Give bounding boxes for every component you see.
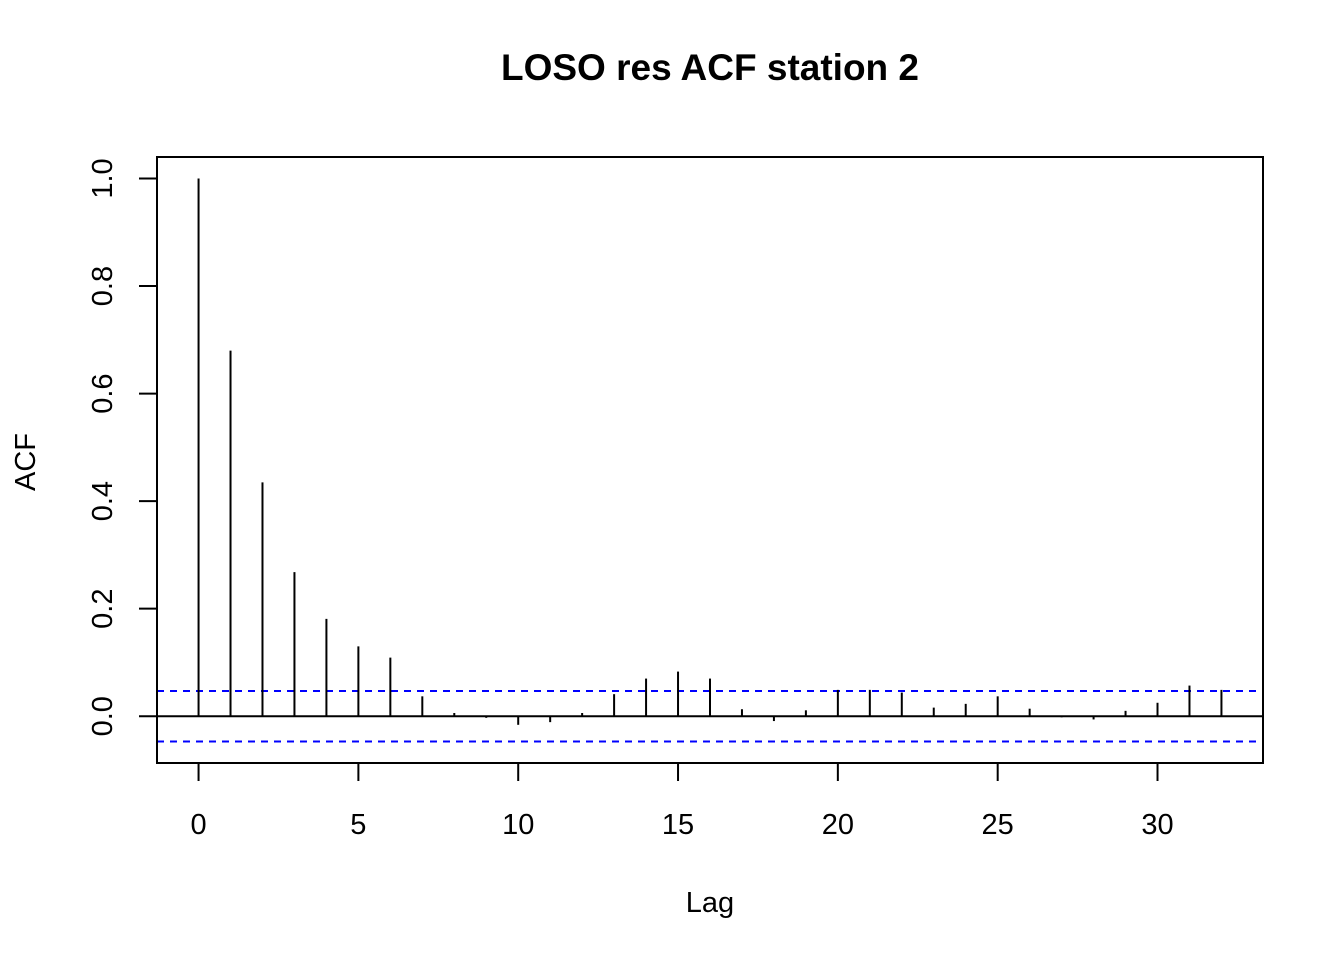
x-tick-label: 0 xyxy=(190,809,206,841)
x-tick-label: 10 xyxy=(502,809,534,841)
x-tick-label: 25 xyxy=(982,809,1014,841)
y-tick-label: 0.4 xyxy=(87,481,119,521)
y-tick-label: 1.0 xyxy=(87,158,119,198)
axis-ticks: 0 5 10 15 20 25 30 0.0 0.2 0.4 0.6 0.8 1.0 xyxy=(87,158,1174,841)
x-axis-label: Lag xyxy=(686,887,734,919)
x-tick-label: 30 xyxy=(1141,809,1173,841)
y-tick-label: 0.0 xyxy=(87,696,119,736)
y-tick-label: 0.8 xyxy=(87,266,119,306)
x-tick-label: 15 xyxy=(662,809,694,841)
plot-marks xyxy=(157,178,1263,743)
x-tick-label: 5 xyxy=(350,809,366,841)
chart-title: LOSO res ACF station 2 xyxy=(501,47,919,88)
plot-frame xyxy=(156,156,1264,764)
y-tick-label: 0.6 xyxy=(87,373,119,413)
y-axis-label: ACF xyxy=(10,433,42,491)
y-tick-label: 0.2 xyxy=(87,589,119,629)
x-tick-label: 20 xyxy=(822,809,854,841)
